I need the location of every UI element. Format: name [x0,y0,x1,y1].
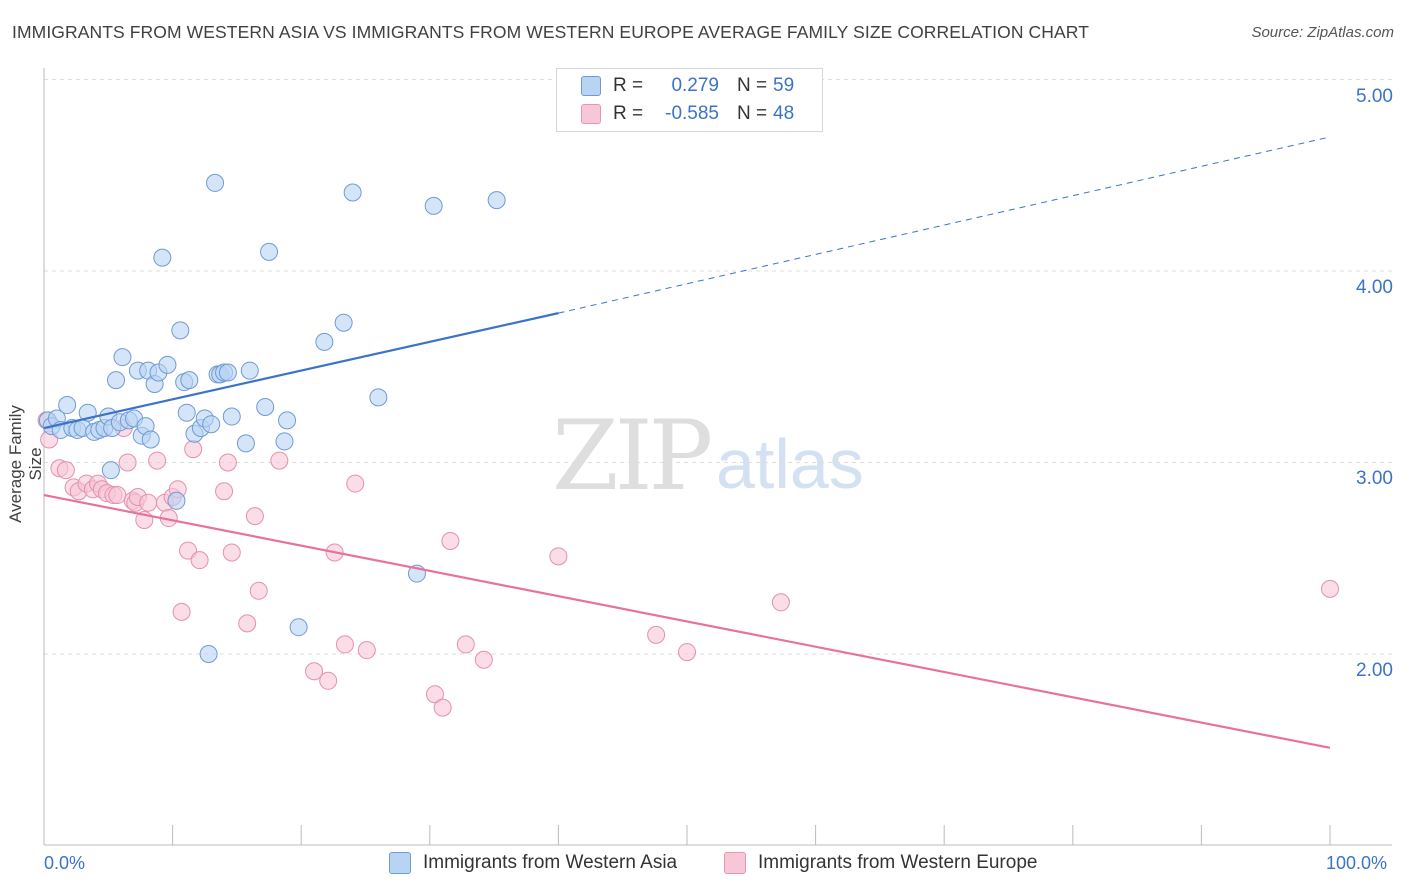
point-western-asia-29 [167,491,186,510]
point-western-europe-12 [108,486,127,505]
point-western-europe-44 [441,532,460,551]
point-western-asia-28 [158,355,177,374]
point-western-europe-42 [425,685,444,704]
point-western-asia-39 [206,173,225,192]
point-western-europe-3 [56,461,75,480]
point-western-europe-19 [139,493,158,512]
r-label: R = [613,103,644,124]
trendline-western-asia [43,312,559,430]
point-western-asia-47 [256,397,275,416]
point-western-asia-24 [141,430,160,449]
point-western-europe-51 [1321,579,1339,598]
point-western-europe-20 [148,451,167,470]
point-western-europe-29 [215,482,234,501]
chart-title: IMMIGRANTS FROM WESTERN ASIA VS IMMIGRAN… [12,22,1089,42]
point-western-europe-43 [433,698,452,717]
point-western-asia-53 [334,313,353,332]
point-western-asia-44 [222,407,241,426]
point-western-europe-35 [270,451,289,470]
point-western-asia-57 [424,196,443,215]
point-western-europe-31 [222,543,241,562]
point-western-europe-34 [249,581,268,600]
r-label: R = [613,75,644,96]
y-tick-label-3: 3.00 [1356,468,1393,489]
point-western-europe-30 [218,453,237,472]
trendline-western-europe [43,493,1331,749]
point-western-europe-36 [305,662,324,681]
point-western-asia-54 [343,183,362,202]
point-western-asia-4 [58,396,77,415]
point-western-asia-46 [240,361,259,380]
point-western-europe-32 [238,614,257,633]
point-western-europe-37 [319,671,338,690]
stats-legend: R = 0.279 N = 59 R = -0.585 N = 48 [556,68,823,132]
trendline-western-asia-extension [558,136,1331,314]
legend-item-western-europe[interactable]: Immigrants from Western Europe [724,852,1037,874]
stats-legend-row-blue: R = 0.279 N = 59 [581,73,794,99]
point-western-europe-33 [245,507,264,526]
point-western-europe-46 [474,650,493,669]
point-western-asia-33 [180,371,199,390]
point-western-europe-26 [179,541,198,560]
watermark-atlas: atlas [716,425,864,503]
r-value: -0.585 [665,103,719,124]
point-western-asia-38 [202,415,221,434]
y-tick-label-4: 4.00 [1356,277,1393,298]
point-western-europe-40 [346,474,365,493]
point-western-europe-49 [678,643,696,662]
pink-swatch [581,104,601,124]
point-western-asia-45 [236,434,255,453]
n-value: 59 [773,75,795,96]
series-legend: Immigrants from Western Asia Immigrants … [0,851,1406,879]
n-label: N = [737,103,768,124]
legend-label: Immigrants from Western Europe [758,852,1038,873]
x-tick-label-0: 0.0% [44,853,86,873]
pink-swatch [724,852,746,874]
y-axis-title: Average Family Size [6,405,45,523]
legend-label: Immigrants from Western Asia [423,852,678,873]
stats-legend-row-pink: R = -0.585 N = 48 [581,101,794,127]
y-tick-label-2: 2.00 [1356,660,1393,681]
point-western-asia-50 [278,411,297,430]
point-western-asia-15 [107,371,126,390]
source-credit: Source: ZipAtlas.com [1251,24,1394,41]
point-western-europe-47 [549,547,568,566]
point-western-europe-27 [184,440,203,459]
x-tick-label-100: 100.0% [1326,853,1388,873]
point-western-europe-25 [172,602,191,621]
point-western-asia-49 [275,432,294,451]
point-western-europe-48 [647,625,666,644]
point-western-asia-52 [315,332,334,351]
point-western-asia-32 [177,403,196,422]
n-value: 48 [773,103,795,124]
point-western-asia-13 [101,461,120,480]
point-western-europe-45 [456,635,475,654]
point-western-europe-39 [335,635,354,654]
point-western-europe-14 [118,453,137,472]
point-western-asia-48 [260,242,279,261]
point-western-asia-43 [218,363,237,382]
point-western-europe-28 [190,551,209,570]
point-western-asia-51 [289,618,308,637]
point-western-asia-37 [199,645,218,663]
n-label: N = [737,75,768,96]
point-western-asia-58 [487,191,506,210]
blue-swatch [581,76,601,96]
point-western-europe-41 [357,641,376,660]
point-western-asia-27 [153,248,172,267]
watermark-zip: ZIP [552,400,713,512]
point-western-europe-50 [771,593,790,612]
legend-item-western-asia[interactable]: Immigrants from Western Asia [389,852,677,874]
y-tick-label-5: 5.00 [1356,86,1393,107]
point-western-asia-30 [171,321,190,340]
r-value: 0.279 [671,75,719,96]
point-western-asia-55 [369,388,388,407]
point-western-asia-17 [113,348,132,367]
blue-swatch [389,852,411,874]
